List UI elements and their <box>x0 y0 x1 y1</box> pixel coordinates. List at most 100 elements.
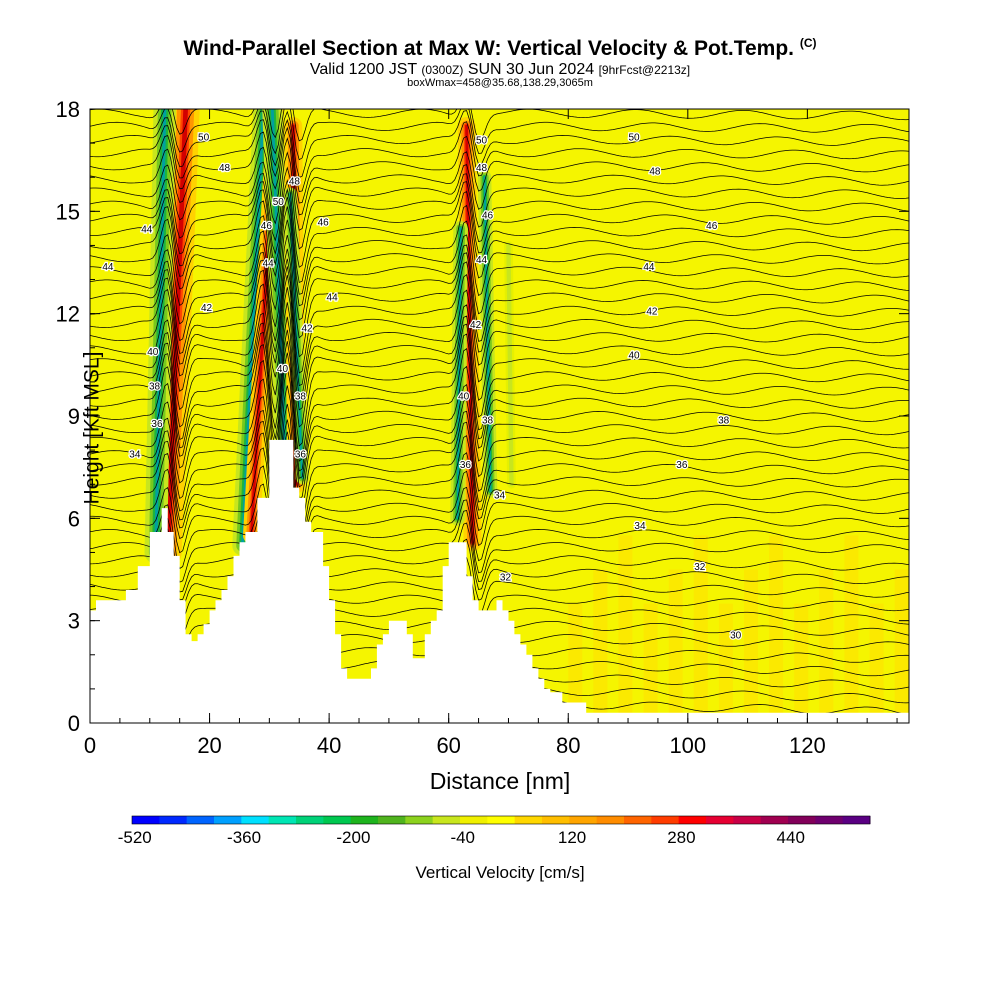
contour-label: 36 <box>460 460 472 471</box>
texture-patch <box>643 603 658 723</box>
contour-label: 36 <box>676 460 688 471</box>
isentrope-line <box>90 403 909 515</box>
isentrope-line <box>90 316 909 447</box>
isentrope-line <box>90 258 909 374</box>
contour-label: 34 <box>494 490 506 501</box>
colorbar-tick-label: 120 <box>558 828 586 847</box>
colorbar-swatch <box>706 816 734 824</box>
isentrope-line <box>90 520 909 608</box>
colorbar: -520 -360 -200 -40 120 280 440 <box>118 815 871 847</box>
y-tick-label: 18 <box>56 97 80 122</box>
colorbar-swatch <box>378 816 406 824</box>
texture-patch <box>668 569 683 723</box>
colorbar-tick-label: -360 <box>227 828 261 847</box>
colorbar-swatch <box>678 816 707 824</box>
isentrope-line <box>90 274 909 398</box>
contour-label: 46 <box>482 211 494 222</box>
x-tick-label: 80 <box>556 733 580 758</box>
isentrope-line <box>90 442 909 548</box>
colorbar-swatch <box>405 816 434 824</box>
y-tick-label: 0 <box>68 711 80 736</box>
y-tick-label: 9 <box>68 404 80 429</box>
isentrope-line <box>90 206 909 307</box>
velocity-band <box>154 109 167 555</box>
contour-label: 34 <box>634 521 646 532</box>
texture-patch <box>593 569 608 723</box>
contour-label: 38 <box>295 392 307 403</box>
y-tick-label: 12 <box>56 302 80 327</box>
colorbar-swatch <box>815 816 844 824</box>
chart-title: Wind-Parallel Section at Max W: Vertical… <box>183 36 817 60</box>
isentrope-line <box>90 507 909 596</box>
colorbar-swatch <box>514 816 543 824</box>
x-tick-label: 60 <box>436 733 460 758</box>
colorbar-swatch <box>323 816 352 824</box>
colorbar-swatch <box>788 816 816 824</box>
contour-label: 36 <box>295 450 307 461</box>
subtitle-date: SUN 30 Jun 2024 <box>467 61 595 78</box>
isentrope-line <box>90 385 909 500</box>
contour-label: 44 <box>643 262 655 273</box>
texture-patch <box>894 569 909 723</box>
colorbar-swatch <box>132 816 160 824</box>
isentrope-line <box>90 188 909 284</box>
x-tick-label: 0 <box>84 733 96 758</box>
contour-label: 50 <box>273 197 285 208</box>
texture-patch <box>693 535 708 723</box>
x-tick-label: 20 <box>197 733 221 758</box>
texture-patch <box>869 603 884 723</box>
subtitle-box: boxWmax=458@35.68,138.29,3065m <box>407 77 593 89</box>
colorbar-swatch <box>296 816 324 824</box>
colorbar-swatch <box>760 816 789 824</box>
isentrope-line <box>90 473 909 567</box>
isentrope-line <box>90 196 909 295</box>
isentrope-line <box>90 166 909 250</box>
colorbar-swatch <box>651 816 680 824</box>
isentrope-line <box>90 302 909 428</box>
contour-label: 42 <box>470 320 482 331</box>
contour-label: 42 <box>201 303 213 314</box>
contour-label: 48 <box>289 177 301 188</box>
chart-subtitle: Valid 1200 JST (0300Z) SUN 30 Jun 2024 [… <box>0 61 1000 79</box>
colorbar-swatch <box>460 816 488 824</box>
terrain-mask <box>90 439 909 723</box>
isentrope-line <box>90 110 909 179</box>
contour-label: 46 <box>706 221 718 232</box>
texture-patch <box>819 569 834 723</box>
texture-patch <box>769 535 784 723</box>
contour-label: 48 <box>649 166 661 177</box>
colorbar-frame <box>131 815 871 825</box>
texture-patch <box>744 569 759 723</box>
colorbar-tick-label: -40 <box>450 828 475 847</box>
colorbar-swatch <box>596 816 625 824</box>
colorbar-swatch <box>268 816 297 824</box>
colorbar-swatch <box>186 816 215 824</box>
isentrope-line <box>90 341 909 472</box>
contour-label: 40 <box>147 347 159 358</box>
colorbar-swatch <box>214 816 242 824</box>
isentrope-line <box>90 219 909 321</box>
y-tick-label: 3 <box>68 609 80 634</box>
contour-label: 44 <box>263 259 275 270</box>
y-axis-label: Height [Kft MSL] <box>80 351 104 505</box>
colorbar-tick-label: -520 <box>118 828 152 847</box>
isentrope-line <box>90 126 909 204</box>
contour-label: 38 <box>482 415 494 426</box>
isentrope-line <box>90 287 909 411</box>
contour-label: 44 <box>141 224 153 235</box>
colorbar-swatch <box>241 816 270 824</box>
colorbar-swatch <box>569 816 598 824</box>
colorbar-tick-label: -200 <box>336 828 370 847</box>
contour-label: 48 <box>476 163 488 174</box>
contour-label: 40 <box>277 364 289 375</box>
contour-label: 42 <box>646 306 658 317</box>
isentrope-line <box>90 431 909 540</box>
contour-label: 50 <box>476 136 488 147</box>
contour-label: 34 <box>129 450 141 461</box>
contour-label: 44 <box>102 262 114 273</box>
x-tick-label: 120 <box>789 733 826 758</box>
isentrope-line <box>90 151 909 231</box>
isentrope-line <box>90 352 909 479</box>
